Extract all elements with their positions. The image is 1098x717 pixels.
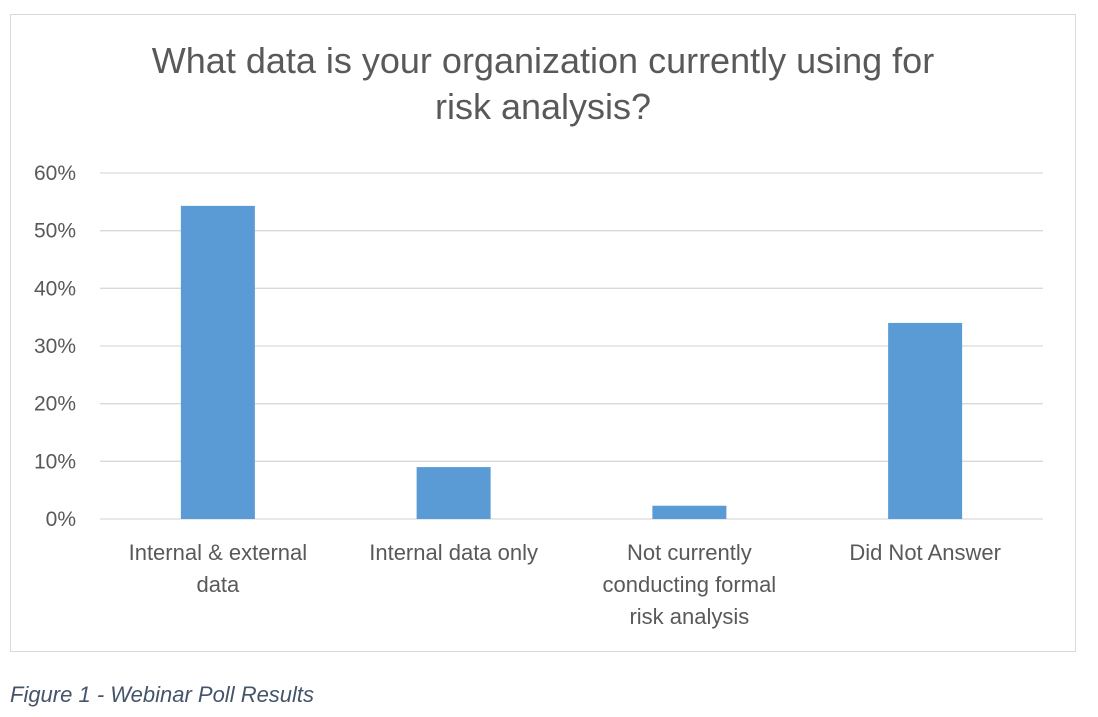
x-category-label: Internal & external data (129, 540, 308, 597)
x-category-label: Internal data only (369, 540, 538, 565)
y-axis-tick-labels: 0% 10% 20% 30% 40% 50% 60% (34, 162, 76, 531)
x-axis-category-labels: Internal & external data Internal data onl… (129, 540, 1001, 629)
x-category-label: Not currently conducting formal risk analy… (603, 540, 777, 629)
gridlines (100, 172, 1043, 520)
bar (888, 322, 963, 519)
y-tick-label: 60% (34, 162, 76, 185)
bar (180, 205, 255, 519)
bars (180, 205, 963, 519)
y-tick-label: 10% (34, 450, 76, 473)
bar (416, 467, 491, 519)
y-tick-label: 30% (34, 335, 76, 358)
x-category-label: Did Not Answer (849, 540, 1001, 565)
chart-title-line-1: What data is your organization currently… (151, 40, 935, 81)
y-tick-label: 50% (34, 220, 76, 243)
chart-title: What data is your organization currently… (10, 38, 1076, 130)
figure-caption: Figure 1 - Webinar Poll Results (10, 682, 315, 707)
y-tick-label: 0% (46, 508, 76, 531)
y-tick-label: 40% (34, 277, 76, 300)
y-tick-label: 20% (34, 393, 76, 416)
chart-title-line-2: risk analysis? (434, 86, 652, 127)
bar (652, 505, 727, 519)
